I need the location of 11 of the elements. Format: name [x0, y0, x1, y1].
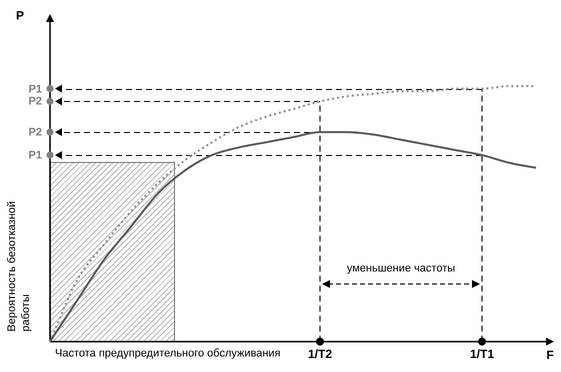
x-axis-title: Частота предупредительного обслуживания: [55, 348, 281, 360]
annotation: уменьшение частоты: [346, 262, 456, 275]
ref-line-label: P1: [28, 84, 42, 96]
ref-line-label: P1: [28, 150, 42, 162]
ref-line-label: P2: [28, 96, 42, 108]
x-tick-label: 1/T2: [308, 347, 332, 362]
text: P: [16, 8, 24, 22]
text: F: [546, 348, 554, 362]
y-axis-title: Вероятность безотказной работы: [6, 201, 32, 332]
ref-line-label: P2: [28, 126, 42, 139]
x-tick-label: 1/T1: [470, 347, 494, 362]
